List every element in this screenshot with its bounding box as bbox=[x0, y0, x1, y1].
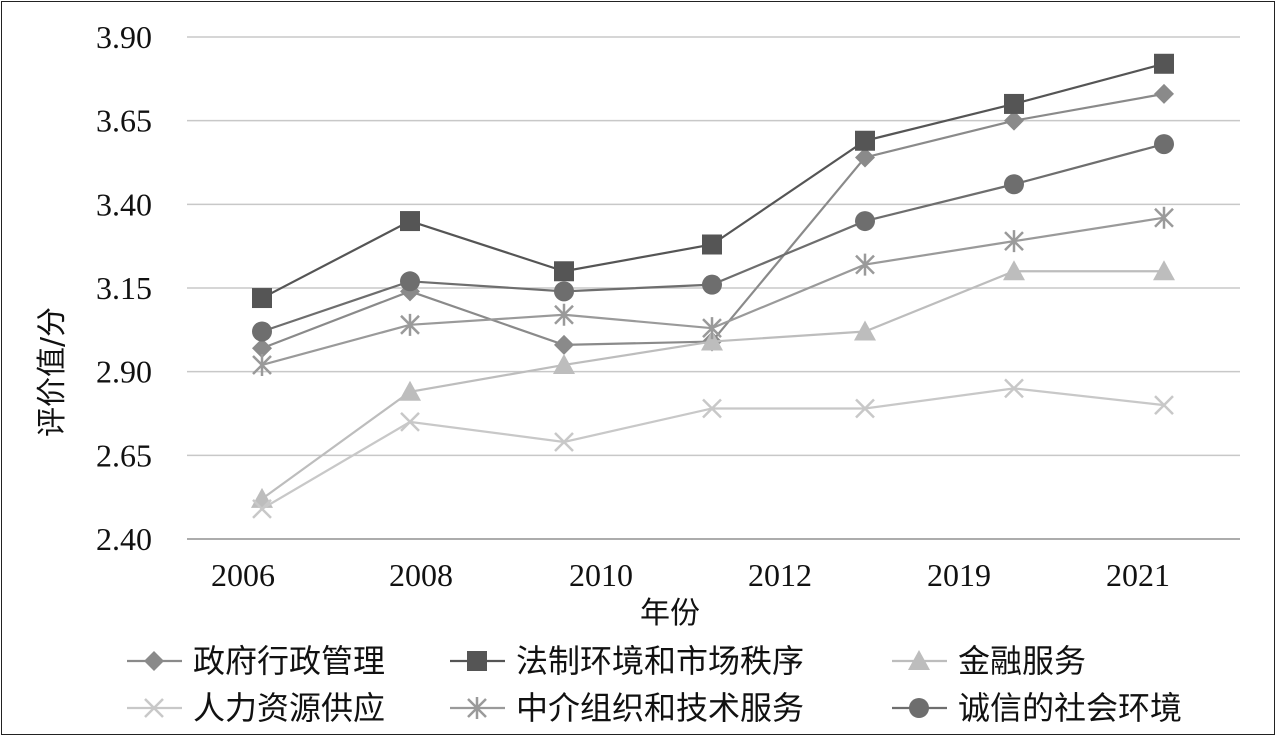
series-line bbox=[261, 270, 1164, 500]
data-point bbox=[1003, 260, 1025, 281]
legend-marker bbox=[908, 650, 930, 670]
legend-marker bbox=[144, 698, 164, 718]
series-3 bbox=[252, 378, 1174, 519]
y-tick-label: 2.40 bbox=[96, 521, 152, 557]
data-point bbox=[400, 313, 420, 336]
legend-marker bbox=[467, 697, 487, 719]
x-tick-label: 2006 bbox=[211, 557, 275, 593]
data-point bbox=[1004, 110, 1024, 131]
data-point bbox=[252, 353, 272, 376]
series-4 bbox=[252, 206, 1174, 376]
legend-label: 金融服务 bbox=[958, 642, 1086, 680]
data-point bbox=[855, 211, 875, 232]
data-point bbox=[1004, 174, 1024, 195]
grid-lines bbox=[187, 36, 1240, 540]
data-point bbox=[1004, 93, 1024, 114]
series-2 bbox=[251, 260, 1175, 508]
y-tick-label: 3.90 bbox=[96, 19, 152, 55]
data-point bbox=[400, 271, 420, 292]
legend-item: 人力资源供应 bbox=[127, 689, 385, 727]
data-point bbox=[554, 334, 574, 355]
data-point bbox=[702, 317, 722, 340]
data-point bbox=[1154, 206, 1174, 229]
data-point bbox=[855, 253, 875, 276]
data-point bbox=[702, 234, 722, 255]
x-tick-label: 2010 bbox=[569, 557, 633, 593]
data-point bbox=[252, 288, 272, 309]
y-tick-label: 3.40 bbox=[96, 186, 152, 222]
data-point bbox=[1004, 230, 1024, 253]
data-point bbox=[855, 130, 875, 151]
data-point bbox=[554, 432, 574, 452]
y-axis-label: 评价值/分 bbox=[35, 307, 70, 437]
data-point bbox=[252, 498, 272, 519]
data-point bbox=[554, 303, 574, 326]
series-line bbox=[261, 92, 1165, 350]
data-point bbox=[702, 398, 722, 419]
legend-item: 金融服务 bbox=[892, 642, 1086, 680]
legend-label: 人力资源供应 bbox=[193, 689, 385, 727]
legend-label: 法制环境和市场秩序 bbox=[516, 642, 804, 680]
legend-marker bbox=[144, 651, 164, 671]
data-point bbox=[1154, 53, 1174, 74]
data-point bbox=[702, 274, 722, 295]
data-point bbox=[1153, 260, 1175, 281]
y-tick-label: 3.15 bbox=[96, 270, 152, 306]
legend-marker bbox=[467, 651, 487, 671]
data-point bbox=[1154, 134, 1174, 155]
legend-item: 中介组织和技术服务 bbox=[450, 689, 804, 727]
series-group bbox=[251, 53, 1175, 519]
legend-item: 政府行政管理 bbox=[127, 642, 385, 680]
data-point bbox=[855, 147, 875, 168]
x-tick-label: 2019 bbox=[927, 557, 991, 593]
data-point bbox=[701, 330, 723, 351]
series-5 bbox=[252, 134, 1174, 342]
y-tick-label: 3.65 bbox=[96, 103, 152, 139]
legend-label: 诚信的社会环境 bbox=[958, 689, 1182, 727]
legend-label: 中介组织和技术服务 bbox=[516, 689, 804, 727]
data-point bbox=[400, 411, 420, 432]
data-point bbox=[854, 320, 876, 341]
legend-label: 政府行政管理 bbox=[193, 642, 385, 680]
y-tick-label: 2.65 bbox=[96, 437, 152, 473]
series-0 bbox=[252, 83, 1174, 359]
data-point bbox=[399, 380, 421, 401]
data-point bbox=[252, 338, 272, 359]
data-point bbox=[554, 281, 574, 302]
x-axis-label: 年份 bbox=[640, 596, 700, 631]
data-point bbox=[554, 261, 574, 282]
data-point bbox=[1154, 83, 1174, 104]
y-tick-label: 2.90 bbox=[96, 354, 152, 390]
data-point bbox=[1004, 378, 1024, 399]
data-point bbox=[252, 321, 272, 342]
y-axis-ticks: 3.90 3.65 3.40 3.15 2.90 2.65 2.40 bbox=[96, 19, 152, 557]
data-point bbox=[400, 211, 420, 232]
x-tick-label: 2021 bbox=[1106, 557, 1170, 593]
legend-item: 诚信的社会环境 bbox=[892, 689, 1182, 727]
x-axis-ticks: 2006 2008 2010 2012 2019 2021 bbox=[211, 557, 1170, 593]
legend-marker bbox=[909, 698, 929, 718]
series-1 bbox=[252, 53, 1174, 309]
data-point bbox=[553, 353, 575, 374]
x-tick-label: 2012 bbox=[748, 557, 812, 593]
x-tick-label: 2008 bbox=[389, 557, 453, 593]
data-point bbox=[1154, 395, 1174, 416]
data-point bbox=[855, 398, 875, 419]
legend-item: 法制环境和市场秩序 bbox=[450, 642, 804, 680]
